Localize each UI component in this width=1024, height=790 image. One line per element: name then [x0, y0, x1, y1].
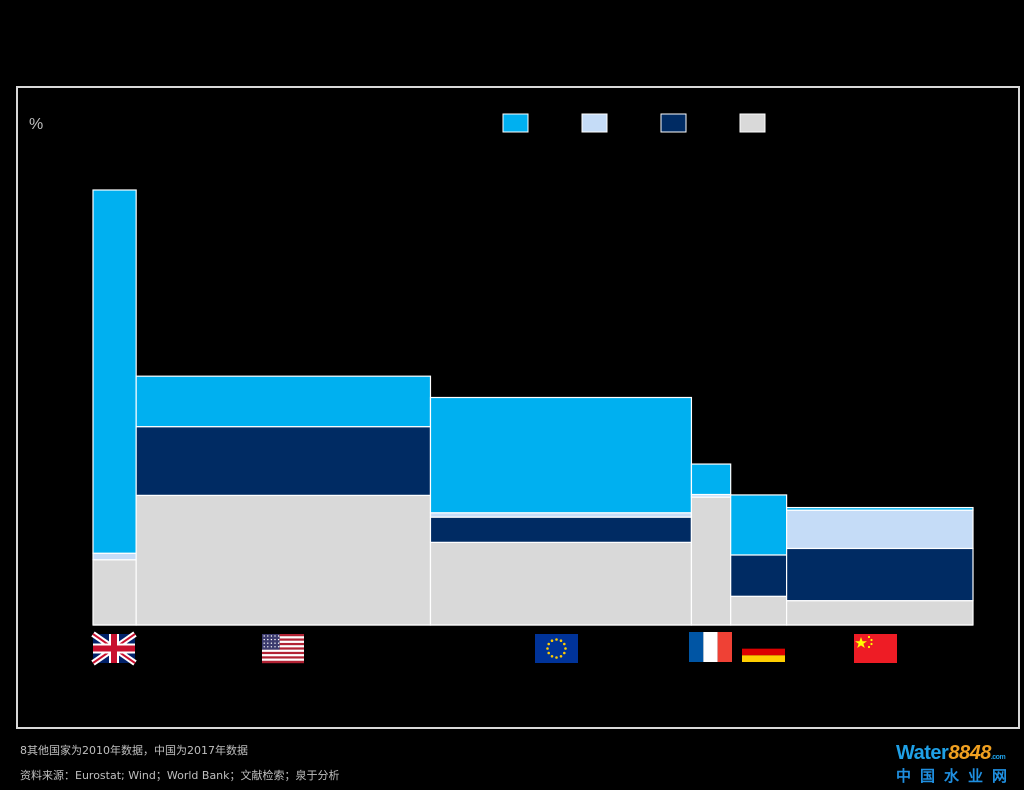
- eu-flag-star: [550, 654, 554, 658]
- bar-segment-china-s4: [786, 506, 974, 511]
- france-flag-icon: [689, 632, 732, 662]
- footnote-source: 资料来源：Eurostat; Wind；World Bank；文献检索；泉于分析: [20, 769, 340, 782]
- bar-segment-germany-s1: [730, 595, 788, 626]
- eu-flag-star: [559, 654, 563, 658]
- us-flag-star: [274, 638, 276, 641]
- us-flag-star: [267, 635, 269, 637]
- germany-flag-gold: [742, 655, 785, 662]
- eu-flag-icon: [535, 634, 578, 663]
- us-flag-stripe: [262, 649, 304, 653]
- france-flag-red: [717, 632, 732, 662]
- bar-segment-eu-s2: [429, 516, 693, 543]
- eu-flag-star: [564, 647, 567, 650]
- china-flag-big-star: [855, 637, 867, 648]
- bar-segment-china-s2: [786, 547, 974, 602]
- eu-flag-star: [547, 651, 551, 655]
- bar-segment-eu-s3: [429, 512, 693, 518]
- bar-segment-germany-s4: [730, 494, 788, 556]
- us-flag-star: [270, 638, 273, 641]
- logo-wordmark-b: 8848: [948, 742, 991, 764]
- eu-flag-star: [550, 639, 554, 643]
- us-flag-star: [263, 642, 265, 644]
- uk-flag-icon: [91, 631, 137, 666]
- us-flag-stripe: [262, 656, 304, 659]
- us-flag-star: [267, 638, 269, 641]
- bar-segment-uk-s1: [92, 559, 137, 626]
- us-flag-star: [274, 635, 276, 637]
- bar-segment-us-s2: [135, 426, 432, 496]
- footnote-note: 8其他国家为2010年数据，中国为2017年数据: [20, 744, 248, 757]
- us-flag-stripe: [262, 651, 304, 655]
- germany-flag-red: [742, 648, 785, 656]
- eu-flag-star: [562, 651, 566, 655]
- legend-swatch-4: [739, 113, 766, 133]
- us-flag-stripe: [262, 654, 304, 657]
- eu-flag-star: [555, 638, 558, 641]
- bar-segment-china-s1: [786, 600, 974, 626]
- us-flag-stripe: [262, 634, 304, 637]
- chart-frame: [16, 86, 1020, 729]
- france-flag-blue: [689, 632, 704, 662]
- bar-segment-eu-s1: [429, 541, 693, 626]
- us-flag-stripe: [262, 647, 304, 650]
- us-flag-star: [263, 638, 265, 641]
- bar-segment-eu-s4: [429, 396, 693, 514]
- us-flag-star: [274, 646, 276, 648]
- eu-flag-star: [555, 656, 558, 659]
- eu-flag-star: [547, 642, 551, 646]
- legend-swatch-3: [660, 113, 687, 133]
- y-axis-unit-label: %: [29, 116, 44, 133]
- france-flag-white: [703, 632, 718, 662]
- bar-segment-france-s1: [690, 496, 732, 626]
- bar-segment-france-s4: [690, 463, 732, 496]
- us-flag-canton: [262, 634, 280, 650]
- us-flag-star: [277, 642, 280, 644]
- china-flag-field: [854, 634, 897, 663]
- bar-segment-us-s4: [135, 375, 432, 428]
- china-flag-small-star: [867, 645, 871, 649]
- us-flag-stripe: [262, 658, 304, 661]
- logo-wordmark: Water8848.com: [896, 742, 1006, 765]
- logo-wordmark-a: Water: [896, 742, 949, 764]
- legend-swatch-1: [502, 113, 529, 133]
- bar-segment-china-s3: [786, 509, 974, 550]
- china-flag-small-star: [870, 642, 873, 646]
- us-flag-star: [274, 642, 276, 644]
- us-flag-star: [270, 646, 273, 648]
- us-flag-star: [270, 642, 273, 644]
- eu-flag-star: [546, 647, 549, 650]
- us-flag-stripe: [262, 645, 304, 648]
- us-flag-star: [277, 646, 280, 648]
- eu-flag-star: [562, 642, 566, 646]
- us-flag-stripe: [262, 642, 304, 646]
- legend-swatch-2: [581, 113, 608, 133]
- us-flag-stripe: [262, 636, 304, 639]
- bar-segment-germany-s2: [730, 554, 788, 597]
- water8848-logo[interactable]: Water8848.com 中国水业网: [896, 742, 1020, 786]
- bar-segment-uk-s4: [92, 189, 137, 554]
- us-flag-stripe: [262, 638, 304, 641]
- bar-segment-uk-s3: [92, 552, 137, 561]
- china-flag-icon: [854, 634, 897, 663]
- bar-segment-us-s1: [135, 494, 432, 626]
- logo-subtitle: 中国水业网: [896, 767, 1017, 785]
- logo-wordmark-c: .com: [990, 754, 1006, 761]
- us-flag-star: [277, 635, 280, 637]
- us-flag-star: [270, 635, 273, 637]
- us-flag-star: [263, 635, 265, 637]
- us-flag-icon: [262, 634, 304, 664]
- germany-flag-icon: [742, 642, 785, 662]
- us-flag-star: [267, 646, 269, 648]
- us-flag-star: [267, 642, 269, 644]
- china-flag-small-star: [867, 635, 871, 639]
- eu-flag-star: [559, 639, 563, 643]
- us-flag-stripe: [262, 660, 304, 664]
- us-flag-star: [263, 646, 265, 648]
- us-flag-star: [277, 638, 280, 641]
- us-flag-stripe: [262, 640, 304, 644]
- uk-flag-cross-h-red: [93, 645, 135, 652]
- china-flag-small-star: [870, 638, 873, 642]
- germany-flag-black: [742, 642, 785, 649]
